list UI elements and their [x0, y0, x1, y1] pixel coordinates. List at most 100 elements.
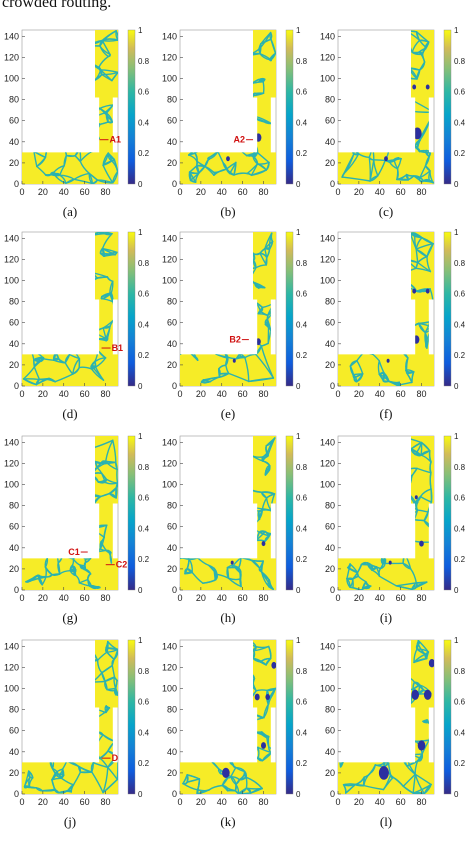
colorbar-tick-label: 0 — [296, 382, 301, 391]
colorbar-tick-label: 0.8 — [138, 667, 150, 676]
x-tick-label: 20 — [38, 797, 48, 807]
subfigure-label: (f) — [380, 406, 393, 421]
y-tick-label: 80 — [325, 501, 335, 511]
colorbar — [285, 231, 294, 387]
colorbar-tick-label: 0.8 — [454, 463, 466, 472]
colorbar-tick-label: 0.6 — [454, 88, 466, 97]
colorbar-tick-label: 0.2 — [454, 149, 466, 158]
colorbar-tick-label: 0 — [454, 382, 459, 391]
y-tick-label: 100 — [320, 74, 335, 84]
y-tick-label: 140 — [320, 437, 335, 447]
y-tick-label: 20 — [9, 564, 19, 574]
damage-region — [271, 661, 276, 669]
colorbar — [127, 435, 136, 591]
annotation-label: B2 — [229, 335, 241, 345]
colorbar-tick-label: 0.4 — [296, 118, 308, 127]
y-tick-label: 40 — [325, 543, 335, 553]
colorbar-tick-label: 0 — [454, 586, 459, 595]
damage-region — [413, 335, 420, 344]
colorbar-tick-label: 0.6 — [138, 494, 150, 503]
specimen-field — [338, 640, 434, 794]
y-tick-label: 120 — [320, 458, 335, 468]
colorbar-tick-label: 0.2 — [454, 555, 466, 564]
x-tick-label: 20 — [196, 797, 206, 807]
x-tick-label: 40 — [59, 797, 69, 807]
x-tick-label: 40 — [375, 187, 385, 197]
y-tick-label: 20 — [167, 158, 177, 168]
x-tick-label: 0 — [335, 593, 340, 603]
x-tick-label: 80 — [416, 797, 426, 807]
subfigure-label: (b) — [220, 204, 235, 219]
colorbar-tick-label: 1 — [296, 636, 301, 645]
x-tick-label: 60 — [396, 593, 406, 603]
panel-f: 0 20 40 60 80 0 20 40 60 80 100 120 140 0 0.2 0.4 0.6 0.8… — [320, 228, 466, 421]
subfigure-label: (g) — [62, 610, 77, 625]
y-tick-label: 40 — [9, 137, 19, 147]
colorbar-tick-label: 0.8 — [454, 667, 466, 676]
annotation-label: C2 — [116, 560, 128, 570]
y-tick-label: 80 — [9, 501, 19, 511]
y-tick-label: 100 — [162, 74, 177, 84]
damage-region — [255, 133, 262, 142]
y-tick-label: 20 — [9, 158, 19, 168]
x-tick-label: 0 — [335, 389, 340, 399]
damage-region — [388, 560, 392, 565]
colorbar-tick-label: 0.4 — [454, 320, 466, 329]
colorbar — [285, 29, 294, 185]
colorbar-tick-label: 0.4 — [454, 728, 466, 737]
y-tick-label: 140 — [4, 31, 19, 41]
damage-region — [425, 288, 430, 294]
x-tick-label: 0 — [177, 389, 182, 399]
y-tick-label: 40 — [167, 543, 177, 553]
colorbar-tick-label: 0.6 — [454, 290, 466, 299]
annotation-label: A1 — [109, 135, 121, 145]
colorbar-tick-label: 0 — [296, 180, 301, 189]
y-tick-label: 20 — [167, 360, 177, 370]
y-tick-label: 60 — [325, 726, 335, 736]
x-tick-label: 0 — [177, 593, 182, 603]
colorbar-tick-label: 0.2 — [138, 149, 150, 158]
y-tick-label: 40 — [9, 747, 19, 757]
y-tick-label: 60 — [167, 116, 177, 126]
colorbar-tick-label: 0.8 — [296, 57, 308, 66]
damage-region — [230, 560, 234, 565]
colorbar — [443, 29, 452, 185]
y-tick-label: 40 — [9, 543, 19, 553]
damage-region — [384, 156, 388, 162]
subfigure-label: (e) — [221, 406, 235, 421]
colorbar-tick-label: 1 — [296, 26, 301, 35]
colorbar — [285, 435, 294, 591]
colorbar-tick-label: 1 — [454, 636, 459, 645]
colorbar-tick-label: 1 — [138, 636, 143, 645]
colorbar — [285, 639, 294, 795]
subfigure-label: (i) — [380, 610, 392, 625]
specimen-field — [22, 436, 118, 590]
y-tick-label: 20 — [325, 360, 335, 370]
y-tick-label: 60 — [9, 318, 19, 328]
x-tick-label: 80 — [416, 187, 426, 197]
colorbar-tick-label: 0 — [296, 586, 301, 595]
x-tick-label: 60 — [238, 389, 248, 399]
x-tick-label: 20 — [354, 797, 364, 807]
panel-h: 0 20 40 60 80 0 20 40 60 80 100 120 140 0 0.2 0.4 0.6 0.8… — [162, 432, 308, 625]
y-tick-label: 140 — [320, 31, 335, 41]
panel-l: 0 20 40 60 80 0 20 40 60 80 100 120 140 0 0.2 0.4 0.6 0.8… — [320, 636, 466, 829]
y-tick-label: 80 — [167, 95, 177, 105]
colorbar — [443, 231, 452, 387]
damage-region — [417, 740, 426, 751]
y-tick-label: 60 — [325, 318, 335, 328]
y-tick-label: 0 — [172, 179, 177, 189]
damage-region — [226, 156, 230, 162]
y-tick-label: 40 — [9, 339, 19, 349]
annotation-label: C1 — [68, 547, 80, 557]
colorbar-tick-label: 1 — [296, 228, 301, 237]
damage-region — [425, 84, 430, 90]
y-tick-label: 100 — [4, 74, 19, 84]
specimen-field — [22, 232, 118, 386]
colorbar-tick-label: 0 — [454, 790, 459, 799]
caption-fragment: crowded routing. — [2, 0, 112, 11]
colorbar-tick-label: 0 — [138, 382, 143, 391]
x-tick-label: 60 — [80, 389, 90, 399]
x-tick-label: 80 — [100, 593, 110, 603]
y-tick-label: 0 — [172, 789, 177, 799]
